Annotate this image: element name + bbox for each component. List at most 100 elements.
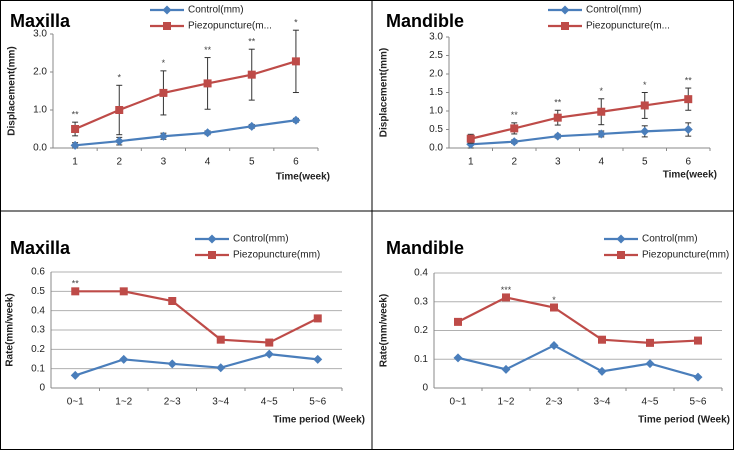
point xyxy=(550,303,558,312)
point xyxy=(291,57,300,66)
point xyxy=(247,70,256,79)
y-tick-label: 0 xyxy=(422,383,428,394)
point xyxy=(501,364,511,374)
y-tick-label: 0.1 xyxy=(31,363,45,374)
significance-label: ** xyxy=(248,37,256,47)
legend-label: Control(mm) xyxy=(642,234,698,245)
point xyxy=(597,107,606,116)
chart-title: Mandible xyxy=(386,238,464,258)
x-tick-label: 3~4 xyxy=(594,397,611,408)
x-tick-label: 5 xyxy=(642,157,648,168)
x-axis-label: Time(week) xyxy=(663,170,717,181)
y-tick-label: 0.2 xyxy=(31,344,45,355)
series-line xyxy=(457,296,699,344)
significance-label: *** xyxy=(501,285,512,295)
y-tick-label: 0.6 xyxy=(31,267,45,278)
point xyxy=(71,125,80,133)
y-tick-label: 0.3 xyxy=(414,296,428,307)
point xyxy=(313,314,322,323)
panel: Maxilla 0 0.1 0.2 0.3 0.4 0.5 0.6 0~1 1~2 2~3 3~4 4~… xyxy=(5,234,365,426)
x-tick-label: 3 xyxy=(161,157,167,168)
series-line xyxy=(74,60,297,131)
x-axis-label: Time period (Week) xyxy=(273,415,365,426)
point xyxy=(453,353,463,363)
point xyxy=(265,338,274,347)
x-tick-label: 2 xyxy=(116,157,122,168)
point xyxy=(502,293,510,302)
legend-marker xyxy=(561,22,569,30)
y-tick-label: 0.0 xyxy=(429,143,443,154)
legend-label: Control(mm) xyxy=(586,5,642,16)
point xyxy=(216,363,226,373)
x-tick-label: 4~5 xyxy=(642,397,659,408)
y-axis-label: Displacement(mm) xyxy=(7,46,18,135)
x-tick-label: 1 xyxy=(72,157,78,168)
legend-marker xyxy=(162,5,172,15)
panel: Mandible 0.0 0.5 1.0 1.5 2.0 2.5 3.0 1 2 3 4 5 6 Displ… xyxy=(379,5,717,181)
series-line xyxy=(75,290,319,344)
y-axis-label: Displacement(mm) xyxy=(379,48,390,137)
y-tick-label: 1.0 xyxy=(429,106,443,117)
y-axis-label: Rate(mm/week) xyxy=(5,293,16,366)
significance-label: * xyxy=(552,295,556,305)
point xyxy=(694,336,702,345)
point xyxy=(168,297,177,305)
point xyxy=(70,370,80,380)
y-tick-label: 0.4 xyxy=(414,268,428,279)
legend-label: Piezopuncture(m... xyxy=(586,21,670,32)
x-tick-label: 6 xyxy=(293,157,299,168)
series-line xyxy=(470,98,689,140)
x-tick-label: 0~1 xyxy=(67,397,84,408)
x-tick-label: 6 xyxy=(685,157,691,168)
x-tick-label: 5~6 xyxy=(690,397,707,408)
significance-label: ** xyxy=(72,279,80,289)
x-tick-label: 1~2 xyxy=(498,397,515,408)
significance-label: * xyxy=(162,58,166,68)
legend-marker xyxy=(163,22,171,30)
y-axis-label: Rate(mm/week) xyxy=(379,294,390,367)
point xyxy=(203,79,212,88)
significance-label: * xyxy=(294,18,298,28)
series-line xyxy=(74,353,318,377)
point xyxy=(597,366,607,376)
y-tick-label: 0.4 xyxy=(31,305,45,316)
series-line xyxy=(74,119,297,147)
x-tick-label: 2~3 xyxy=(164,397,181,408)
point xyxy=(640,101,649,110)
point xyxy=(313,354,323,364)
x-tick-label: 3 xyxy=(555,157,561,168)
point xyxy=(159,88,168,97)
y-tick-label: 0.0 xyxy=(33,143,47,154)
point xyxy=(203,128,213,138)
chart-title: Maxilla xyxy=(10,238,71,258)
point xyxy=(598,335,606,344)
y-tick-label: 1.5 xyxy=(429,87,443,98)
point xyxy=(509,137,519,147)
significance-label: ** xyxy=(685,75,693,85)
legend-label: Piezopuncture(m... xyxy=(188,21,272,32)
point xyxy=(216,335,225,344)
point xyxy=(684,95,693,104)
point xyxy=(646,338,654,347)
y-tick-label: 3.0 xyxy=(33,29,47,40)
legend-marker xyxy=(617,251,625,259)
panel: Maxilla 0.0 1.0 2.0 3.0 1 2 3 4 5 6 Displacement(mm… xyxy=(7,5,330,183)
legend-marker xyxy=(616,234,626,244)
significance-label: ** xyxy=(72,110,80,120)
legend-marker xyxy=(207,234,217,244)
x-tick-label: 5 xyxy=(249,157,255,168)
legend-label: Control(mm) xyxy=(233,234,289,245)
point xyxy=(114,136,124,146)
point xyxy=(247,121,257,131)
point xyxy=(693,372,703,382)
y-tick-label: 0.1 xyxy=(414,354,428,365)
point xyxy=(158,131,168,141)
x-axis-label: Time(week) xyxy=(276,172,330,183)
series-line xyxy=(457,344,699,379)
legend-label: Piezopuncture(mm) xyxy=(233,250,320,261)
point xyxy=(510,124,519,133)
x-tick-label: 3~4 xyxy=(212,397,229,408)
point xyxy=(454,317,462,326)
